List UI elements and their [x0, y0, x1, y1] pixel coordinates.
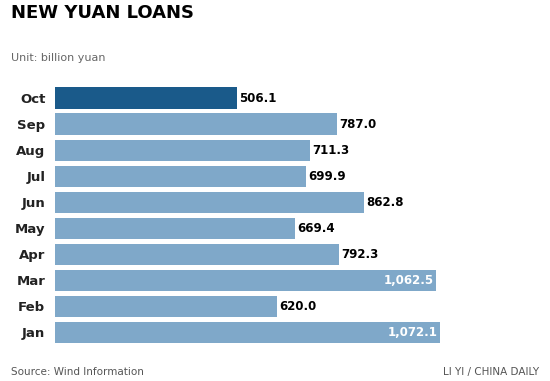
- Text: NEW YUAN LOANS: NEW YUAN LOANS: [11, 4, 194, 22]
- Text: Source: Wind Information: Source: Wind Information: [11, 367, 144, 377]
- Text: 620.0: 620.0: [279, 300, 317, 313]
- Bar: [55, 139, 310, 161]
- Text: LI YI / CHINA DAILY: LI YI / CHINA DAILY: [443, 367, 539, 377]
- Bar: [55, 192, 365, 213]
- Text: 669.4: 669.4: [297, 222, 335, 235]
- Bar: [55, 114, 337, 135]
- Bar: [55, 243, 339, 265]
- Text: 1,072.1: 1,072.1: [388, 326, 437, 339]
- Bar: [55, 88, 236, 109]
- Bar: [55, 296, 277, 317]
- Text: 792.3: 792.3: [342, 248, 378, 261]
- Text: 862.8: 862.8: [367, 196, 404, 209]
- Text: 506.1: 506.1: [239, 92, 276, 105]
- Text: 787.0: 787.0: [339, 118, 377, 131]
- Bar: [55, 166, 306, 187]
- Text: 1,062.5: 1,062.5: [384, 274, 434, 287]
- Bar: [55, 218, 295, 239]
- Bar: [55, 270, 436, 291]
- Bar: [55, 322, 439, 343]
- Text: 711.3: 711.3: [312, 144, 349, 157]
- Text: 699.9: 699.9: [308, 170, 346, 183]
- Text: Unit: billion yuan: Unit: billion yuan: [11, 53, 106, 63]
